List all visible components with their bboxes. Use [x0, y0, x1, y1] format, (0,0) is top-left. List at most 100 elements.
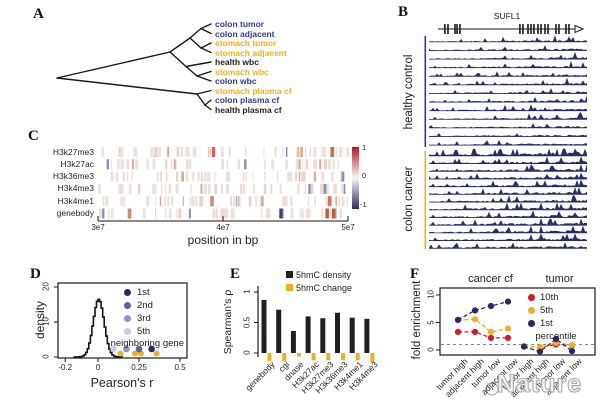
heat-mark — [301, 171, 303, 182]
e-bar-change — [296, 353, 301, 357]
heat-mark — [108, 208, 110, 219]
panel-c-label: C — [28, 128, 39, 144]
heat-mark — [323, 183, 327, 194]
heat-mark — [110, 208, 114, 219]
e-bar-density — [276, 309, 282, 353]
healthy-group-bar — [424, 36, 427, 147]
heat-mark — [214, 171, 216, 182]
heat-mark — [120, 196, 123, 207]
heat-mark — [225, 208, 228, 219]
d-legend-note: neighboring gene — [110, 338, 184, 349]
track-signal — [429, 156, 587, 164]
heat-mark — [153, 147, 157, 157]
heat-mark — [335, 147, 338, 157]
d-legend-label: 2nd — [137, 300, 153, 311]
panel-b-label: B — [398, 4, 409, 20]
heat-mark — [182, 196, 184, 207]
heat-mark — [325, 196, 329, 207]
e-legend-swatch — [286, 271, 293, 278]
f-series-line — [457, 318, 509, 333]
d-data-point-rank — [123, 345, 130, 353]
heatmap-row-label: H3k4me1 — [57, 195, 94, 206]
track-signal — [429, 123, 587, 128]
heat-mark — [132, 159, 134, 170]
heat-mark — [331, 171, 334, 182]
heat-mark — [106, 159, 109, 170]
heat-mark — [121, 159, 125, 170]
heat-mark — [208, 183, 211, 194]
heat-mark — [221, 208, 224, 219]
heat-mark — [274, 147, 277, 157]
dendrogram-leaf-label: colon tumor — [215, 19, 265, 29]
heatmap-row-label: H3k4me3 — [57, 183, 94, 194]
heat-mark-strong — [325, 208, 329, 219]
heat-mark — [192, 171, 195, 182]
d-y-tick-label: 0 — [41, 354, 51, 359]
heat-mark — [98, 183, 101, 194]
e-bar-change — [267, 353, 272, 361]
heat-mark — [123, 196, 125, 207]
f-data-point — [471, 316, 479, 323]
heat-mark — [195, 196, 198, 207]
heat-mark — [200, 183, 203, 194]
heat-mark — [229, 147, 231, 157]
heat-mark — [126, 171, 129, 182]
heat-mark-strong — [128, 208, 132, 219]
tree-edge — [196, 93, 206, 106]
heat-mark — [227, 171, 231, 182]
heat-mark — [242, 183, 246, 194]
tree-edge — [204, 99, 212, 106]
d-data-point-yellow — [153, 350, 160, 357]
heat-mark — [126, 159, 128, 170]
heat-mark — [173, 159, 176, 170]
heat-mark — [282, 147, 284, 157]
d-data-point-rank — [135, 345, 143, 353]
f-y-tick-label: 5 — [426, 319, 436, 325]
heat-mark — [261, 196, 264, 207]
heat-mark — [329, 208, 331, 219]
heatmap-row-label: H3k36me3 — [52, 171, 94, 182]
heat-mark — [328, 159, 331, 170]
e-y-tick-label: 1 — [242, 289, 252, 294]
e-bar-density — [364, 318, 370, 353]
heat-mark — [270, 183, 273, 194]
heat-mark — [335, 196, 337, 207]
heat-mark — [159, 196, 162, 207]
track-signal — [429, 242, 587, 249]
heat-mark — [167, 147, 170, 157]
d-data-point-rank — [148, 345, 155, 353]
heat-mark — [236, 196, 239, 207]
heat-mark — [267, 208, 271, 219]
f-data-point — [568, 348, 576, 355]
heat-mark — [200, 171, 203, 182]
dendrogram-leaf-label: stomach wbc — [215, 66, 269, 77]
heat-mark — [298, 171, 301, 182]
tree-edge — [56, 51, 171, 79]
tree-edge — [204, 104, 212, 111]
f-data-point — [487, 302, 495, 310]
dendrogram-leaf-label: health wbc — [215, 57, 259, 67]
track-signal — [429, 233, 587, 241]
heatmap-row-label: genebody — [56, 208, 94, 218]
track-signal — [429, 225, 587, 233]
heat-mark — [133, 147, 136, 157]
heat-mark — [171, 196, 174, 207]
d-legend-label: 5th — [137, 326, 151, 337]
e-bar-change — [355, 353, 360, 361]
heat-mark — [266, 208, 268, 219]
heat-mark — [186, 159, 188, 170]
heat-mark — [314, 159, 317, 170]
d-x-tick-label: 0.5 — [174, 363, 186, 372]
heat-mark — [180, 147, 183, 157]
group-label-colon-cancer: colon cancer — [403, 166, 415, 232]
track-signal — [429, 187, 587, 195]
heat-mark — [264, 171, 266, 182]
dendrogram-leaf-label: stomach tumor — [215, 38, 277, 48]
heat-mark — [214, 183, 217, 194]
panel-a-label: A — [33, 6, 44, 22]
heat-mark — [120, 147, 123, 157]
heat-mark — [110, 171, 114, 182]
heat-mark — [212, 208, 216, 219]
c-x-tick-label: 4e7 — [216, 223, 230, 232]
heat-mark — [248, 196, 252, 207]
